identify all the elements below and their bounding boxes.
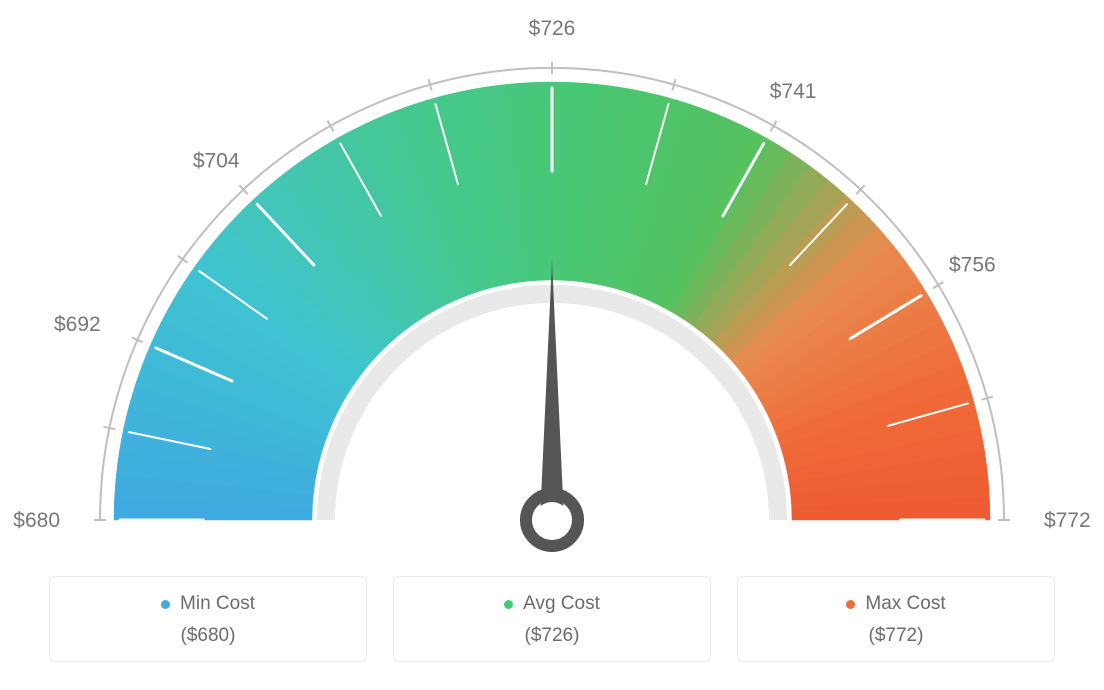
dot-max [846, 600, 855, 609]
legend-card-min: Min Cost ($680) [49, 576, 367, 662]
gauge-chart-container: $680 $692 $704 $726 $741 $756 $772 Min Cost ($… [0, 0, 1104, 690]
legend-card-max: Max Cost ($772) [737, 576, 1055, 662]
gauge-area: $680 $692 $704 $726 $741 $756 $772 [0, 0, 1104, 560]
gauge-needle-hub-inner [534, 502, 570, 538]
legend-label-avg: Avg Cost [504, 593, 600, 615]
legend-label-avg-text: Avg Cost [523, 593, 600, 615]
dot-min [161, 600, 170, 609]
legend-label-min-text: Min Cost [180, 593, 255, 615]
gauge-tick-label: $772 [1044, 509, 1091, 532]
dot-avg [504, 600, 513, 609]
gauge-svg: $680 $692 $704 $726 $741 $756 $772 [0, 0, 1104, 560]
legend-label-max: Max Cost [846, 593, 945, 615]
gauge-tick-label: $692 [54, 313, 101, 336]
gauge-tick-label: $726 [529, 17, 576, 40]
gauge-tick-label: $756 [949, 253, 996, 276]
legend-value-max: ($772) [750, 625, 1042, 647]
legend-row: Min Cost ($680) Avg Cost ($726) Max Cost… [0, 576, 1104, 662]
legend-label-max-text: Max Cost [865, 593, 945, 615]
legend-card-avg: Avg Cost ($726) [393, 576, 711, 662]
legend-value-avg: ($726) [406, 625, 698, 647]
gauge-tick-outer [178, 256, 188, 263]
legend-label-min: Min Cost [161, 593, 255, 615]
gauge-tick-outer [104, 427, 116, 429]
gauge-tick-label: $680 [13, 509, 60, 532]
legend-value-min: ($680) [62, 625, 354, 647]
gauge-tick-label: $704 [193, 149, 240, 172]
gauge-tick-label: $741 [770, 80, 817, 103]
